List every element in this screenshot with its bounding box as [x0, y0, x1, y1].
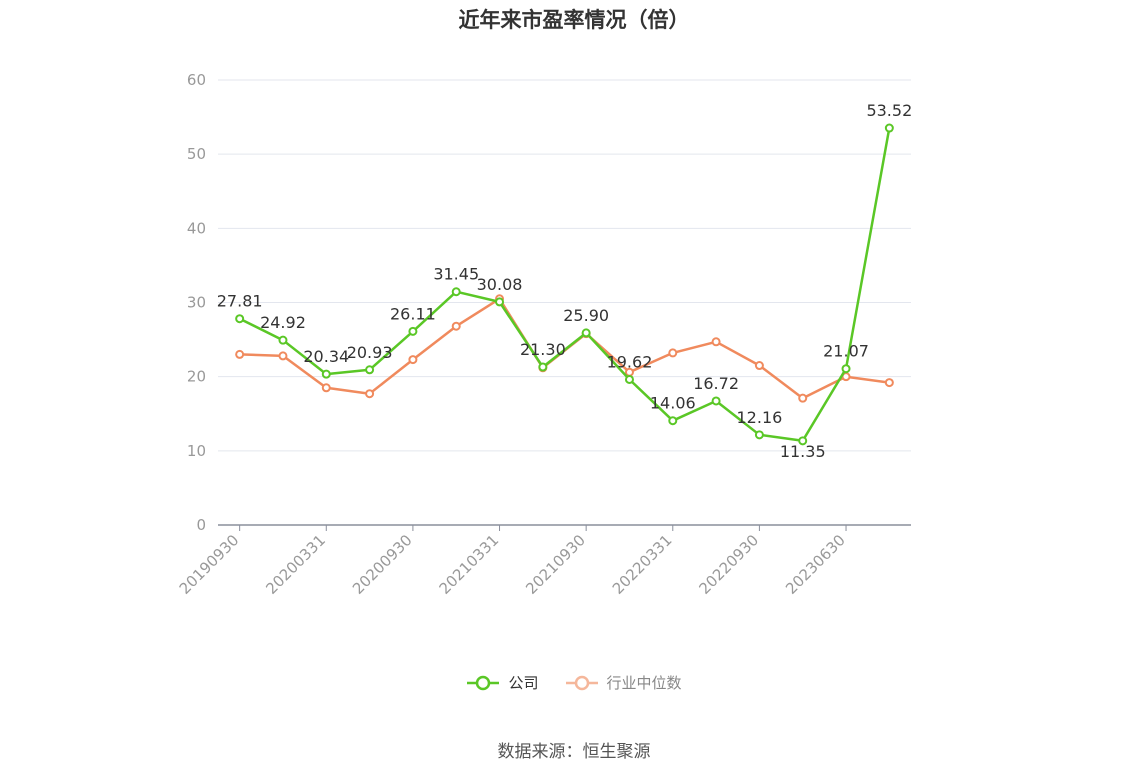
company-point: [624, 374, 634, 384]
company-data-label: 20.34: [303, 347, 349, 366]
x-tick-label: 20200331: [262, 531, 329, 598]
chart-area: 0 10 20 30 40 50 60 20190930 20200331 20200930 202…: [176, 71, 912, 598]
legend-company-line-icon: [467, 675, 500, 690]
company-data-label: 31.45: [433, 265, 479, 284]
company-data-label: 24.92: [260, 313, 306, 332]
company-point: [278, 335, 288, 345]
company-point: [711, 396, 721, 406]
chart-title: 近年来市盈率情况（倍）: [458, 8, 690, 32]
company-data-label: 12.16: [737, 408, 783, 427]
y-tick-label: 40: [187, 219, 206, 237]
x-tick-label: 20210930: [522, 531, 589, 598]
y-tick-label: 60: [187, 71, 206, 89]
industry-point: [711, 337, 721, 347]
industry-point: [798, 393, 808, 403]
company-data-label: 30.08: [477, 275, 523, 294]
industry-point: [754, 361, 764, 371]
company-point: [321, 369, 331, 379]
industry-point: [321, 383, 331, 393]
x-tick-label: 20230630: [782, 531, 849, 598]
industry-point: [278, 351, 288, 361]
x-tick-label: 20220930: [696, 531, 763, 598]
legend-company-label: 公司: [508, 674, 539, 692]
y-tick-label: 10: [187, 442, 206, 460]
legend-item-industry[interactable]: 行业中位数: [565, 672, 682, 693]
industry-point: [884, 378, 894, 388]
company-point: [884, 123, 894, 133]
industry-point: [365, 389, 375, 399]
company-point: [495, 297, 505, 307]
company-point: [451, 287, 461, 297]
industry-point: [451, 321, 461, 331]
company-data-label: 25.90: [563, 306, 609, 325]
legend-item-company[interactable]: 公司: [466, 672, 539, 693]
company-data-label: 19.62: [607, 352, 653, 371]
company-data-label: 21.30: [520, 340, 566, 359]
x-tick-label: 20200930: [349, 531, 416, 598]
company-point: [538, 362, 548, 372]
company-point: [754, 430, 764, 440]
company-point: [668, 416, 678, 426]
company-data-label: 16.72: [693, 374, 739, 393]
legend: 公司 行业中位数: [0, 672, 1148, 693]
y-tick-label: 20: [187, 368, 206, 386]
y-tick-label: 0: [196, 516, 206, 534]
industry-point: [408, 355, 418, 365]
industry-point: [668, 348, 678, 358]
y-tick-label: 30: [187, 294, 206, 312]
x-tick-label: 20190930: [176, 531, 243, 598]
company-data-label: 11.35: [780, 442, 826, 461]
company-data-label: 53.52: [866, 101, 912, 120]
source-note: 数据来源：恒生聚源: [497, 742, 651, 762]
legend-industry-label: 行业中位数: [606, 674, 682, 692]
company-data-label: 20.93: [347, 343, 393, 362]
company-point: [365, 365, 375, 375]
x-tick-label: 20220331: [609, 531, 676, 598]
company-point: [581, 328, 591, 338]
industry-point: [235, 349, 245, 359]
company-point: [798, 436, 808, 446]
legend-industry-line-icon: [565, 675, 598, 690]
company-point: [841, 364, 851, 374]
company-point: [408, 326, 418, 336]
x-tick-label: 20210331: [436, 531, 503, 598]
company-point: [235, 314, 245, 324]
company-data-label: 14.06: [650, 394, 696, 413]
company-data-label: 21.07: [823, 342, 869, 361]
company-data-label: 27.81: [217, 292, 263, 311]
company-data-label: 26.11: [390, 304, 436, 323]
series-line-company: [239, 127, 891, 443]
y-tick-label: 50: [187, 145, 206, 163]
